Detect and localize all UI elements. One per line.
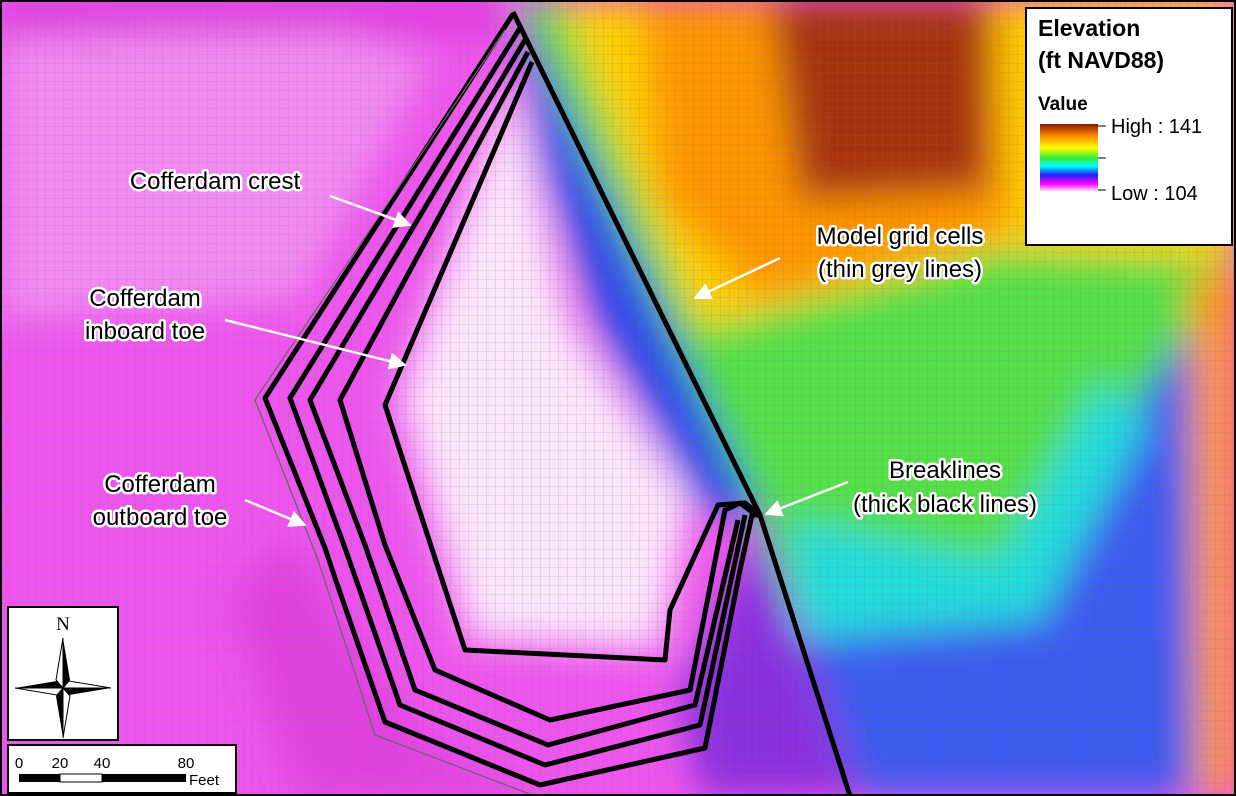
annotation: Cofferdam crest bbox=[130, 168, 301, 195]
annotation: Cofferdam bbox=[89, 285, 201, 312]
scale-bar: 0 20 40 80 Feet bbox=[7, 744, 237, 794]
north-arrow: N bbox=[7, 606, 119, 741]
arrow bbox=[764, 480, 849, 517]
legend: Elevation (ft NAVD88) Value High : 141 L… bbox=[1025, 7, 1233, 246]
arrow bbox=[693, 256, 781, 300]
arrow bbox=[329, 194, 412, 228]
annotation: Model grid cells bbox=[817, 223, 984, 250]
color-ramp bbox=[1040, 124, 1098, 192]
scale-label: 40 bbox=[94, 755, 111, 772]
north-label: N bbox=[56, 614, 70, 635]
annotations: Cofferdam crest Cofferdam inboard toe Co… bbox=[82, 166, 1039, 534]
legend-low: Low : 104 bbox=[1111, 183, 1198, 205]
annotation: inboard toe bbox=[85, 318, 205, 345]
scale-label: 20 bbox=[52, 755, 69, 772]
arrow bbox=[224, 318, 407, 370]
scale-unit: Feet bbox=[189, 772, 220, 789]
annotation: outboard toe bbox=[93, 504, 228, 531]
legend-high: High : 141 bbox=[1111, 116, 1202, 138]
annotation: Breaklines bbox=[889, 457, 1001, 484]
annotation: (thick black lines) bbox=[853, 491, 1037, 518]
annotation: Cofferdam bbox=[104, 471, 216, 498]
legend-title: Elevation bbox=[1038, 15, 1140, 41]
scale-label: 0 bbox=[15, 755, 23, 772]
legend-field: Value bbox=[1038, 94, 1088, 115]
breaklines bbox=[254, 10, 853, 796]
scale-label: 80 bbox=[178, 755, 195, 772]
legend-title: (ft NAVD88) bbox=[1038, 47, 1164, 73]
arrow bbox=[244, 498, 307, 528]
annotation: (thin grey lines) bbox=[818, 256, 982, 283]
